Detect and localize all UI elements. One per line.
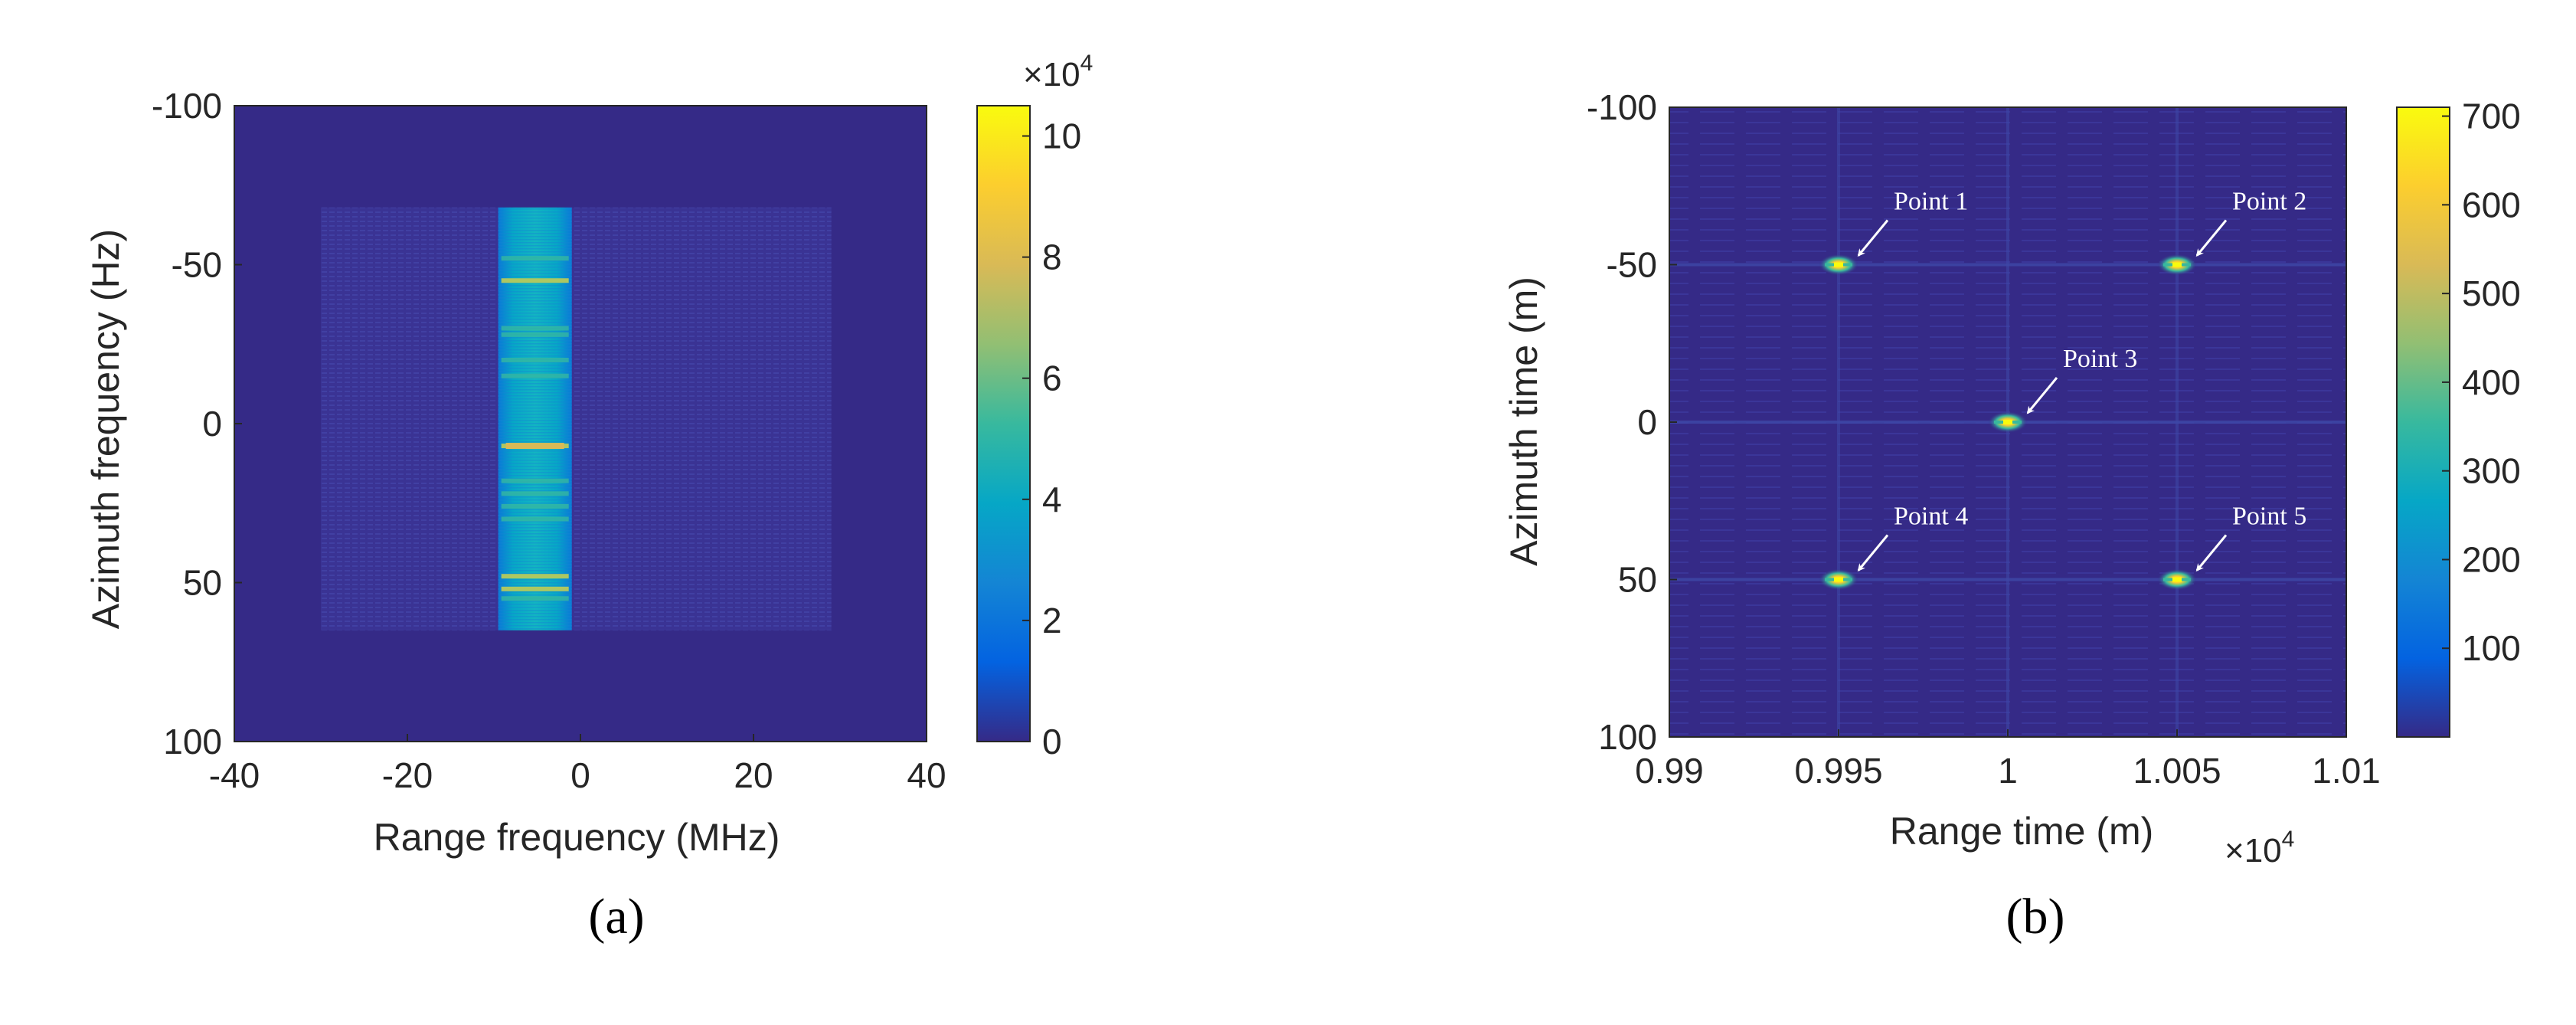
panel-b-colorbar: 100 200 300 400 500 600 700 [2396,97,2521,738]
panel-b-point-5-peak [2172,577,2182,582]
panel-b-point-1-arrow [1857,219,1889,257]
panel-b-sidelobe-col [2176,107,2179,737]
panel-b-chart: -100 -50 0 50 100 0.99 0.995 1 1.005 1.01 100 200… [1502,87,2521,945]
panel-a-ytick-label: 100 [163,722,222,761]
panel-b-xtick-label: 1 [1998,751,2018,791]
panel-b-xlabel: Range time (m) [1890,810,2154,853]
panel-a-colorbar-bar [976,105,1031,742]
panel-a-band-line [501,256,569,261]
panel-b-ytick-label: 50 [1618,560,1657,600]
panel-a-cbar-tick-label: 8 [1042,237,1062,277]
panel-a-ytick-label: -100 [152,86,222,126]
panel-b-point-1-peak [1834,262,1843,267]
panel-a-ytick-label: 0 [202,404,222,444]
panel-b-point-5-arrow [2195,534,2228,572]
panel-b-cbar-tick-label: 100 [2462,628,2521,668]
panel-b-xtick-label: 1.005 [2133,751,2221,791]
panel-a-band-texture [498,207,572,630]
panel-b-cbar-tick-label: 500 [2462,273,2521,313]
panel-b-xtick-label: 1.01 [2312,751,2381,791]
panel-b-label: (b) [2006,889,2065,945]
panel-a-plot-area [234,105,927,742]
panel-b-cbar-tick-label: 700 [2462,97,2521,136]
panel-b-point-2-label: Point 2 [2232,188,2306,216]
panel-a-band-line [501,373,569,378]
panel-a-ytick-label: -50 [172,245,222,285]
panel-b-ytick-label: -100 [1587,87,1657,127]
panel-b-point-4-peak [1834,577,1843,582]
panel-b-cbar-tick-label: 600 [2462,185,2521,224]
panel-a-band-line [501,478,569,483]
panel-a-band-line [501,491,569,496]
panel-b-colorbar-bar [2396,106,2450,738]
panel-a-colorbar: 0 2 4 6 8 10 [976,105,1081,761]
panel-a-x-ticks: -40 -20 0 20 40 [209,734,946,795]
panel-a-label: (a) [588,889,644,945]
panel-b-y-ticks: -100 -50 0 50 100 [1587,87,1677,757]
panel-b-cbar-tick-label: 400 [2462,362,2521,402]
panel-a-cbar-tick-label: 4 [1042,480,1062,519]
panel-b-xtick-label: 0.99 [1635,751,1704,791]
panel-a-band-line [501,503,569,509]
panel-a-band-line [501,278,569,283]
panel-b-point-4-arrow [1857,534,1889,572]
panel-b-point-3-arrow [2026,377,2058,414]
panel-b-point-3-peak [2003,420,2012,424]
panel-b-cbar-tick-label: 300 [2462,451,2521,491]
panel-a-cbar-tick-label: 10 [1042,116,1081,156]
panel-a-cbar-tick-label: 2 [1042,601,1062,640]
panel-a-band-line [501,586,569,591]
panel-b-point-2-arrow [2195,219,2228,257]
panel-b-point-4-label: Point 4 [1894,503,1968,531]
panel-a-band-line [501,332,569,337]
panel-a-cbar-exponent: ×104 [1023,51,1093,93]
panel-a-region-spectrum-support [321,207,832,630]
panel-a-chart: -100 -50 0 50 100 -40 -20 0 20 40 0 2 4 6 8 10 Azimut… [84,51,1093,945]
panel-a-band-line [501,574,569,579]
panel-b-point-2-peak [2172,262,2182,267]
panel-b-point-1-label: Point 1 [1894,188,1968,216]
panel-a-xtick-label: 40 [907,755,946,795]
panel-a-xtick-label: -40 [209,755,260,795]
panel-a-y-ticks: -100 -50 0 50 100 [152,86,242,761]
panel-b-ytick-label: 0 [1637,402,1657,442]
panel-b-sidelobe-col [1837,107,1840,737]
panel-a-cbar-tick-label: 0 [1042,722,1062,761]
panel-a-xtick-label: 0 [570,755,590,795]
panel-a-band-line [501,326,569,331]
panel-b-ylabel: Azimuth time (m) [1502,277,1545,566]
panel-a-band-line [501,516,569,522]
panel-a-band-line [501,358,569,362]
panel-b-xtick-label: 0.995 [1794,751,1882,791]
panel-a-band-line [501,596,569,601]
panel-b-x-ticks: 0.99 0.995 1 1.005 1.01 [1635,729,2381,791]
panel-a-peak-line [505,443,564,450]
panel-a-xtick-label: -20 [382,755,433,795]
panel-a-xlabel: Range frequency (MHz) [374,816,780,859]
panel-a-ylabel: Azimuth frequency (Hz) [84,229,127,629]
panel-b-x-exponent: ×104 [2225,827,2294,869]
panel-b-point-5-label: Point 5 [2232,503,2306,531]
panel-a-ytick-label: 50 [183,563,222,603]
panel-b-cbar-tick-label: 200 [2462,539,2521,579]
panel-b-point-3-label: Point 3 [2063,345,2137,373]
panel-b-ytick-label: -50 [1607,245,1657,285]
panel-a-xtick-label: 20 [734,755,773,795]
panel-a-cbar-tick-label: 6 [1042,359,1062,398]
panel-b-plot-area [1669,106,2347,738]
panel-b-ytick-label: 100 [1598,717,1657,757]
panel-b-annotations: Point 1 Point 2 Point 3 Point 4 Point 5 [1857,188,2306,572]
